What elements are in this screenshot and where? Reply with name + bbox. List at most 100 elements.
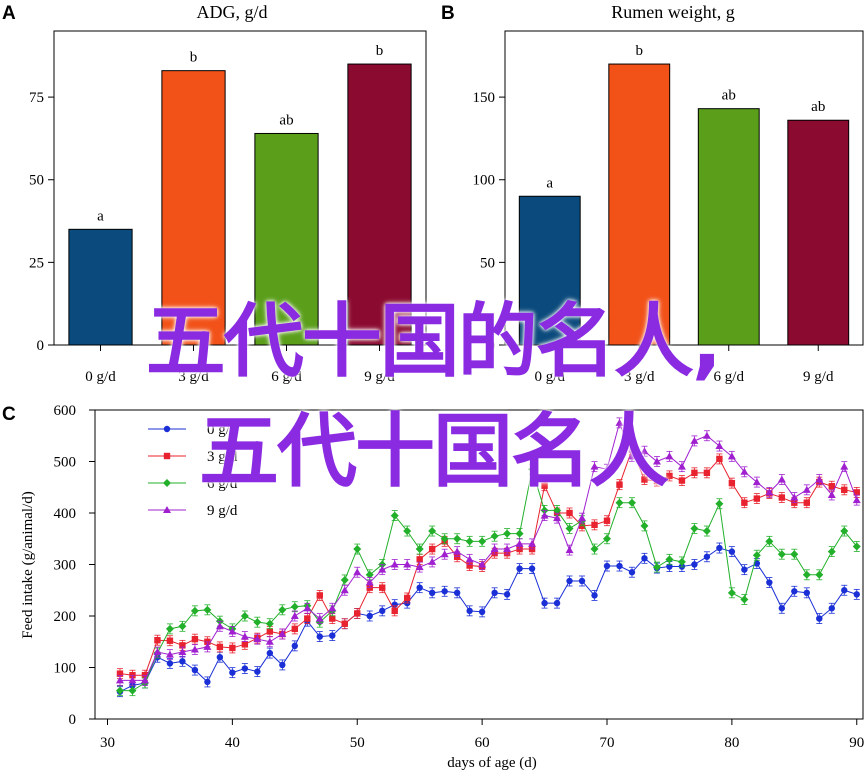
data-point: [453, 589, 461, 597]
data-point: [466, 607, 473, 615]
data-point: [315, 614, 324, 622]
data-point: [428, 589, 436, 597]
panel-a-title: ADG, g/d: [197, 2, 268, 22]
bar-significance-label: b: [376, 43, 384, 59]
data-point: [691, 469, 698, 477]
legend-label: 0 g/d: [207, 422, 238, 438]
data-point: [740, 467, 749, 475]
data-point: [240, 612, 249, 620]
data-point: [340, 575, 349, 584]
data-point: [691, 561, 698, 568]
data-point: [254, 668, 261, 675]
bar-significance-label: b: [190, 50, 198, 66]
data-point: [265, 619, 274, 628]
data-point: [503, 529, 512, 538]
data-point: [116, 670, 124, 677]
panel-letter-b: B: [441, 3, 455, 24]
data-point: [340, 586, 349, 594]
x-tick-label: 50: [350, 735, 365, 751]
data-point: [204, 678, 211, 686]
data-point: [727, 452, 736, 460]
data-point: [241, 641, 249, 648]
data-point: [802, 485, 811, 493]
data-point: [603, 465, 611, 473]
panel-b-plot: 0 50 100 150 a 0 g/d b 3 g/d ab 6 g/d ab 9 g/d: [473, 43, 850, 385]
panel-c-x-axis-label: days of age (d): [447, 755, 537, 771]
data-point: [191, 666, 199, 674]
data-point: [203, 642, 212, 650]
data-point: [791, 588, 798, 595]
data-point: [627, 452, 636, 460]
data-point: [265, 637, 274, 645]
overlay-text-line-2: 五代十国名人: [199, 405, 669, 498]
data-point: [616, 481, 623, 488]
x-tick-label: 30: [100, 735, 115, 751]
data-point: [553, 506, 562, 515]
data-point: [540, 511, 549, 519]
data-point: [803, 499, 811, 506]
data-point: [652, 457, 661, 465]
data-point: [390, 560, 399, 568]
data-point: [478, 537, 487, 546]
data-point: [740, 595, 749, 604]
legend-marker: [163, 425, 171, 433]
data-point: [291, 625, 299, 633]
data-point: [241, 665, 249, 672]
panel-c-y-axis-label: Feed intake (g/animal/d): [20, 491, 36, 638]
data-point: [578, 514, 587, 522]
data-point: [703, 553, 711, 560]
data-point: [790, 550, 799, 559]
data-point: [128, 676, 137, 684]
data-point: [490, 545, 499, 553]
data-point: [827, 490, 836, 498]
x-tick-label: 3 g/d: [178, 369, 209, 385]
y-tick-label: 75: [29, 90, 44, 106]
data-point: [790, 493, 799, 501]
data-point: [816, 615, 823, 622]
data-point: [153, 648, 162, 656]
y-tick-label: 400: [54, 506, 77, 522]
data-point: [390, 511, 399, 520]
data-point: [291, 642, 299, 650]
data-point: [166, 637, 174, 644]
data-point: [828, 605, 835, 612]
x-tick-label: 0 g/d: [535, 369, 566, 385]
data-point: [366, 612, 373, 620]
panel-a-plot-frame: [53, 30, 427, 346]
data-point: [765, 537, 774, 546]
x-tick-label: 9 g/d: [803, 369, 834, 385]
overlay-text-line-1: 五代十国的名人,: [145, 295, 722, 388]
bar-significance-label: ab: [279, 112, 293, 128]
panel-a: A ADG, g/d 0 25 50 75 a 0 g/d b 3 g/d ab 6 g/d b 9 …: [2, 2, 427, 385]
data-point: [815, 475, 824, 483]
data-point: [765, 488, 774, 496]
data-point: [828, 483, 835, 490]
data-point: [778, 605, 786, 612]
data-point: [503, 591, 511, 598]
data-point: [603, 562, 611, 570]
data-point: [528, 465, 537, 474]
data-point: [428, 557, 437, 565]
data-point: [716, 455, 723, 463]
panel-b: B Rumen weight, g 0 50 100 150 a 0 g/d b 3 g/d a…: [441, 2, 864, 385]
data-point: [354, 610, 361, 617]
data-point: [841, 486, 848, 494]
data-point: [728, 548, 736, 555]
data-point: [403, 527, 412, 536]
data-point: [115, 686, 124, 695]
data-point: [478, 608, 486, 616]
data-point: [777, 550, 786, 559]
data-point: [802, 570, 811, 579]
x-tick-label: 90: [849, 735, 864, 751]
data-point: [803, 589, 811, 597]
y-tick-label: 500: [54, 455, 77, 471]
data-point: [553, 514, 562, 522]
data-point: [702, 431, 711, 439]
data-point: [578, 577, 586, 585]
panel-letter-a: A: [2, 3, 16, 24]
data-point: [666, 563, 673, 570]
y-tick-label: 0: [37, 338, 45, 354]
data-point: [716, 544, 723, 552]
data-point: [441, 588, 448, 595]
y-tick-label: 25: [29, 255, 44, 271]
